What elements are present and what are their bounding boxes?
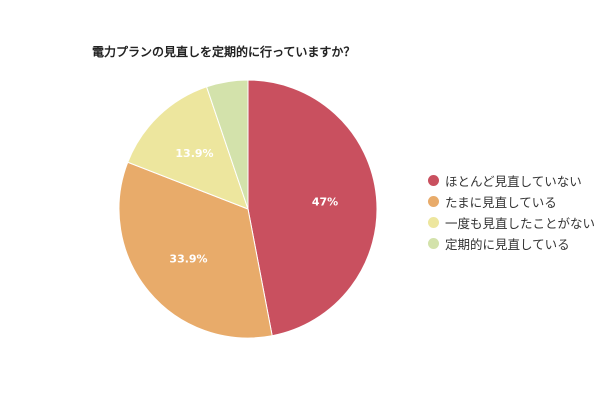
pie-slice-1 bbox=[247, 79, 378, 337]
legend-item-2: たまに見直している bbox=[428, 191, 595, 212]
legend-swatch-4 bbox=[428, 238, 439, 249]
pie-slice-4 bbox=[205, 79, 249, 210]
legend-item-1: ほとんど見直していない bbox=[428, 170, 595, 191]
slice-data-label-1: 47% bbox=[312, 196, 338, 209]
slice-data-label-2: 33.9% bbox=[169, 253, 207, 266]
legend-swatch-1 bbox=[428, 175, 439, 186]
legend-label-1: ほとんど見直していない bbox=[445, 174, 582, 189]
chart-title: 電力プランの見直しを定期的に行っていますか？ bbox=[92, 45, 356, 59]
slice-data-label-3: 13.9% bbox=[175, 147, 213, 160]
pie-slice-3 bbox=[127, 86, 249, 210]
legend-label-2: たまに見直している bbox=[445, 195, 557, 210]
legend-label-3: 一度も見直したことがない bbox=[445, 216, 596, 231]
legend-label-4: 定期的に見直している bbox=[445, 237, 570, 252]
legend-item-4: 定期的に見直している bbox=[428, 233, 595, 254]
legend: ほとんど見直していない たまに見直している一度も見直したことがない 定期的に見直して… bbox=[428, 170, 595, 254]
pie-slice-2 bbox=[118, 161, 273, 339]
legend-swatch-2 bbox=[428, 196, 439, 207]
legend-swatch-3 bbox=[428, 217, 439, 228]
legend-item-3: 一度も見直したことがない bbox=[428, 212, 595, 233]
